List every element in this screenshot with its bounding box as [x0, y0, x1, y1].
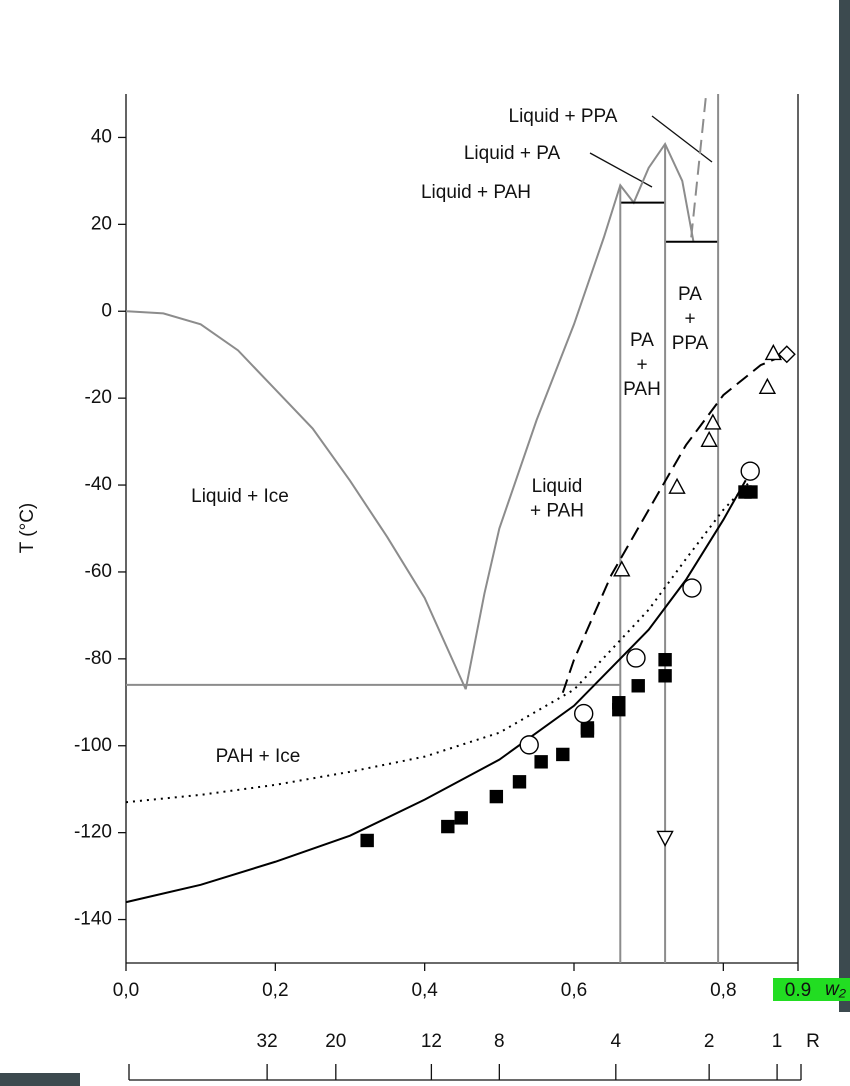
marker-triangle-up [613, 560, 631, 577]
annotation: PAH [623, 379, 661, 400]
curve [125, 477, 754, 804]
x-tick-label: 0,8 [710, 980, 736, 1001]
x-tick-label: 0,4 [411, 980, 438, 1001]
x-tick-label: 0,0 [113, 980, 139, 1001]
r-tick-label: 32 [257, 1031, 278, 1052]
r-tick-label: 2 [704, 1031, 715, 1052]
marker-triangle-up [700, 430, 718, 447]
y-tick-label: -140 [74, 909, 112, 930]
marker-triangle-up [668, 477, 686, 494]
r-tick-label: 20 [325, 1031, 346, 1052]
marker-circle [740, 461, 760, 481]
window-edge [0, 1073, 80, 1086]
y-tick-label: -40 [85, 474, 112, 495]
annotation: Liquid + Ice [191, 486, 289, 507]
curve [690, 93, 708, 238]
marker-square [556, 747, 570, 762]
y-tick-label: -100 [74, 735, 112, 756]
y-tick-label: 20 [91, 213, 112, 234]
marker-circle [574, 703, 594, 724]
x-tick-label: 0,6 [561, 980, 587, 1001]
highlight [773, 978, 850, 1001]
marker-triangle-down [656, 830, 674, 847]
annotation: Liquid + PA [464, 143, 561, 164]
annotation: + [636, 355, 647, 376]
annotation: PAH + Ice [216, 746, 301, 767]
annotation: Liquid + PAH [421, 182, 531, 203]
marker-circle [626, 648, 646, 668]
leader-line [651, 115, 713, 163]
marker-square [580, 721, 595, 735]
curve [561, 353, 786, 694]
annotation: PPA [672, 333, 709, 354]
y-axis-label: T (°C) [17, 503, 38, 554]
marker-circle [519, 735, 539, 755]
curve [125, 479, 747, 904]
annotation: + [684, 309, 695, 330]
annotation: Liquid + PPA [509, 106, 618, 127]
annotation: PA [630, 330, 654, 351]
marker-square [534, 755, 548, 769]
annotation: PA [678, 284, 702, 305]
curve [125, 310, 467, 690]
marker-square [658, 669, 672, 683]
x-axis-label: w₂ [825, 979, 847, 1000]
y-tick-label: 40 [91, 126, 112, 147]
marker-triangle-up [704, 413, 722, 430]
marker-triangle-up [764, 343, 783, 361]
y-tick-label: -60 [85, 561, 112, 582]
r-axis-label: R [806, 1031, 820, 1052]
r-tick-label: 12 [421, 1031, 442, 1052]
x-tick-label: 0.9 [785, 980, 811, 1001]
marker-square [631, 679, 645, 693]
marker-square [612, 696, 626, 710]
y-tick-label: -20 [85, 387, 112, 408]
marker-square [360, 833, 374, 848]
marker-square [658, 653, 672, 667]
x-tick-label: 0,2 [262, 980, 288, 1001]
marker-diamond [777, 345, 796, 364]
marker-square [512, 775, 527, 789]
r-tick-label: 4 [611, 1031, 622, 1052]
marker-square [454, 811, 468, 825]
y-tick-label: -80 [85, 648, 112, 669]
annotation: Liquid [532, 476, 583, 497]
marker-circle [682, 578, 702, 598]
annotation: + PAH [530, 501, 584, 522]
y-tick-label: -120 [74, 822, 112, 843]
marker-square [744, 485, 758, 499]
marker-square [441, 819, 455, 834]
window-edge [839, 0, 850, 1012]
leader-line [589, 152, 653, 188]
marker-square [489, 789, 504, 804]
y-tick-label: 0 [101, 300, 112, 321]
r-tick-label: 8 [494, 1031, 505, 1052]
marker-triangle-up [758, 377, 777, 394]
r-tick-label: 1 [772, 1031, 783, 1052]
curve [464, 141, 695, 690]
